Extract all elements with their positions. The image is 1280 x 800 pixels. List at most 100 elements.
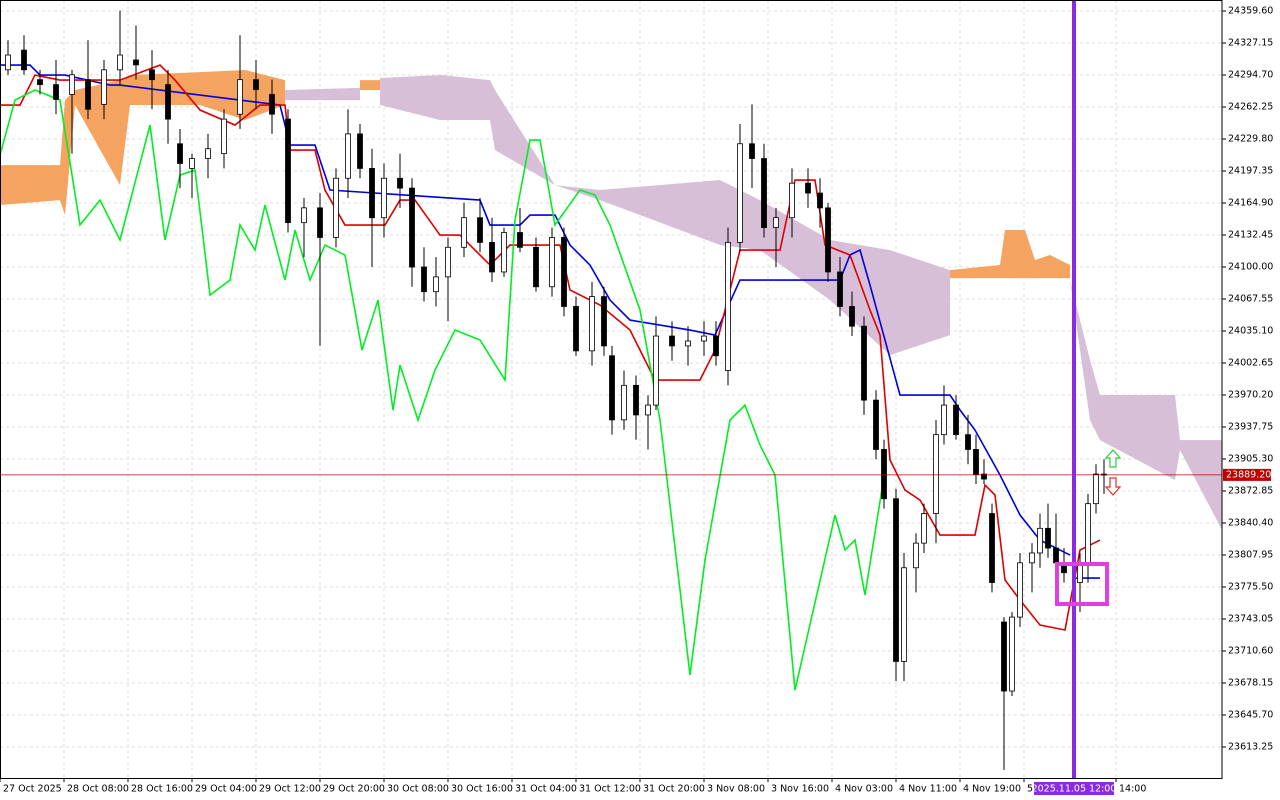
- candle-body: [973, 449, 979, 475]
- candle-body: [573, 306, 579, 352]
- candle-body: [101, 69, 107, 105]
- candle-body: [1037, 527, 1043, 554]
- x-tick-label: 29 Oct 20:00: [323, 784, 385, 795]
- ichimoku-cloud: [1070, 280, 1222, 531]
- x-tick-label: 4 Nov 03:00: [835, 784, 893, 795]
- y-tick-label: 23872.85: [1228, 486, 1273, 497]
- candle-body: [285, 118, 291, 224]
- cursor-label: 2025.11.05 12:00: [1032, 784, 1117, 795]
- axis-layer: 24359.60 24327.15 24294.70 24262.25 24229.80…: [0, 6, 1273, 795]
- candle-body: [549, 237, 555, 288]
- highlight-box: [1055, 562, 1109, 606]
- candle-body: [817, 192, 823, 209]
- candle-body: [1009, 616, 1015, 692]
- candle-body: [913, 542, 919, 569]
- candle-body: [433, 276, 439, 293]
- sell-arrow: [1104, 477, 1122, 496]
- candle-body: [85, 79, 91, 110]
- x-tick-label: 28 Oct 16:00: [131, 784, 193, 795]
- x-tick-label: 5: [1027, 784, 1033, 795]
- candle-body: [713, 335, 719, 357]
- candle-body: [461, 217, 467, 248]
- candle-body: [53, 84, 59, 100]
- x-tick-label: 31 Oct 20:00: [643, 784, 705, 795]
- candle-body: [301, 207, 307, 224]
- candle-body: [445, 246, 451, 278]
- price-label-bg: [1223, 468, 1271, 481]
- candle-body: [37, 79, 43, 86]
- candle-body: [205, 148, 211, 159]
- candle-body: [837, 271, 843, 307]
- x-tick-label: 4 Nov 11:00: [899, 784, 957, 795]
- y-tick-label: 23970.20: [1228, 390, 1273, 401]
- candle-body: [489, 241, 495, 273]
- ichimoku-cloud: [0, 70, 285, 216]
- candle-body: [725, 241, 731, 371]
- x-tick-label: 29 Oct 04:00: [195, 784, 257, 795]
- candle-body: [953, 404, 959, 436]
- candle-body: [21, 49, 27, 71]
- y-tick-label: 23678.15: [1228, 677, 1273, 688]
- candle-body: [653, 335, 659, 406]
- x-tick-label: 14:00: [1119, 784, 1146, 795]
- y-tick-label: 24294.70: [1228, 70, 1273, 81]
- candle-body: [561, 237, 567, 307]
- candle-body: [189, 158, 195, 169]
- candle-body: [165, 84, 171, 120]
- candle-body: [1045, 527, 1051, 549]
- candle-body: [397, 177, 403, 189]
- candle-body: [269, 94, 275, 115]
- y-tick-label: 24327.15: [1228, 38, 1273, 49]
- candle-body: [253, 79, 259, 90]
- candle-body: [609, 355, 615, 421]
- y-tick-label: 24132.45: [1228, 230, 1273, 241]
- candle-layer: [5, 10, 1107, 770]
- candle-body: [965, 434, 971, 450]
- candle-body: [117, 54, 123, 71]
- candle-body: [621, 384, 627, 421]
- y-tick-label: 24164.90: [1228, 198, 1273, 209]
- candle-body: [149, 69, 155, 81]
- plot-frame: [0, 0, 1223, 779]
- x-tick-label: 28 Oct 08:00: [67, 784, 129, 795]
- indicator-line: [0, 64, 1071, 556]
- ichimoku-cloud: [360, 80, 380, 91]
- candle-body: [761, 158, 767, 228]
- candle-body: [333, 177, 339, 238]
- candle-body: [477, 217, 483, 243]
- candle-body: [381, 177, 387, 219]
- x-tick-label: 31 Oct 12:00: [579, 784, 641, 795]
- x-tick-label: 27 Oct 2025: [3, 784, 62, 795]
- candle-body: [1093, 473, 1099, 505]
- candle-body: [849, 306, 855, 327]
- candle-body: [825, 207, 831, 273]
- candle-body: [981, 473, 987, 480]
- candle-body: [177, 143, 183, 164]
- y-tick-label: 24100.00: [1228, 262, 1273, 273]
- candle-body: [933, 434, 939, 514]
- buy-arrow: [1104, 449, 1122, 468]
- candle-body: [893, 498, 899, 662]
- candle-body: [749, 143, 755, 159]
- candle-body: [1053, 547, 1059, 564]
- candle-body: [409, 187, 415, 268]
- grid-layer: [0, 0, 1222, 778]
- ichimoku-cloud: [950, 230, 1070, 279]
- candle-body: [737, 143, 743, 243]
- candle-body: [773, 217, 779, 228]
- candle-body: [133, 59, 139, 66]
- y-tick-label: 23743.05: [1228, 613, 1273, 624]
- candle-body: [645, 404, 651, 416]
- candle-body: [69, 74, 75, 95]
- y-tick-label: 24002.65: [1228, 358, 1273, 369]
- candle-body: [601, 296, 607, 347]
- y-tick-label: 23840.40: [1228, 518, 1273, 529]
- candle-body: [345, 133, 351, 179]
- x-tick-label: 4 Nov 19:00: [963, 784, 1021, 795]
- candle-body: [881, 449, 887, 500]
- y-tick-label: 24035.10: [1228, 326, 1273, 337]
- candle-body: [221, 118, 227, 155]
- y-tick-label: 23645.70: [1228, 709, 1273, 720]
